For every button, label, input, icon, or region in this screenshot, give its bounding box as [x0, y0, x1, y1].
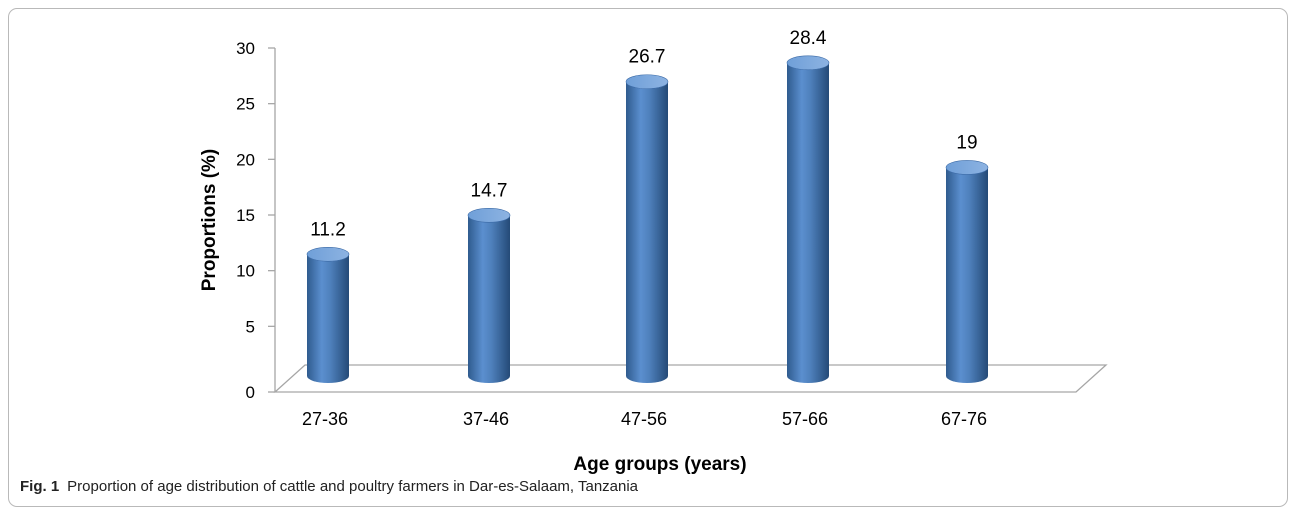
bar: 14.7	[467, 180, 511, 383]
y-axis-title: Proportions (%)	[199, 149, 220, 292]
y-tick-label: 20	[236, 150, 255, 169]
data-label: 14.7	[471, 180, 508, 201]
bar-top	[625, 74, 669, 90]
data-label: 19	[956, 132, 977, 153]
bar: 26.7	[625, 47, 669, 384]
y-tick-label: 30	[236, 39, 255, 58]
y-tick-label: 25	[236, 95, 255, 114]
data-label: 11.2	[310, 219, 346, 240]
chart-floor-plane	[273, 364, 1108, 393]
bar-top	[467, 208, 511, 223]
bar: 11.2	[306, 219, 350, 383]
bar-body	[307, 254, 349, 383]
data-label: 26.7	[629, 47, 666, 68]
bars: 11.2 14.7 26.7 28.4 19	[306, 28, 989, 384]
chart-floor	[273, 364, 1108, 393]
y-tick-label: 0	[246, 383, 255, 402]
x-axis-title: Age groups (years)	[573, 454, 746, 475]
bar: 19	[945, 132, 989, 383]
figure-caption-text: Proportion of age distribution of cattle…	[67, 478, 639, 495]
x-tick-label: 47-56	[621, 409, 667, 429]
bar-body	[626, 81, 668, 384]
y-tick-label: 15	[236, 206, 255, 225]
x-axis: 27-36 37-46 47-56 57-66 67-76	[302, 409, 987, 429]
bar-body	[468, 215, 510, 383]
x-tick-label: 57-66	[782, 409, 828, 429]
figure-caption-label: Fig. 1	[20, 478, 60, 495]
bar-top	[945, 160, 989, 175]
x-tick-label: 37-46	[463, 409, 509, 429]
figure-caption: Fig. 1 Proportion of age distribution of …	[20, 478, 638, 496]
bar-top	[306, 247, 350, 262]
bar-body	[946, 167, 988, 383]
bar: 28.4	[786, 28, 830, 384]
y-axis: 0 5 10 15 20 25 30	[236, 39, 276, 402]
x-tick-label: 67-76	[941, 409, 987, 429]
bar-body	[787, 62, 829, 384]
x-tick-label: 27-36	[302, 409, 348, 429]
bar-top	[786, 55, 830, 71]
data-label: 28.4	[790, 28, 827, 49]
y-tick-label: 5	[246, 317, 255, 336]
y-tick-label: 10	[236, 262, 255, 281]
